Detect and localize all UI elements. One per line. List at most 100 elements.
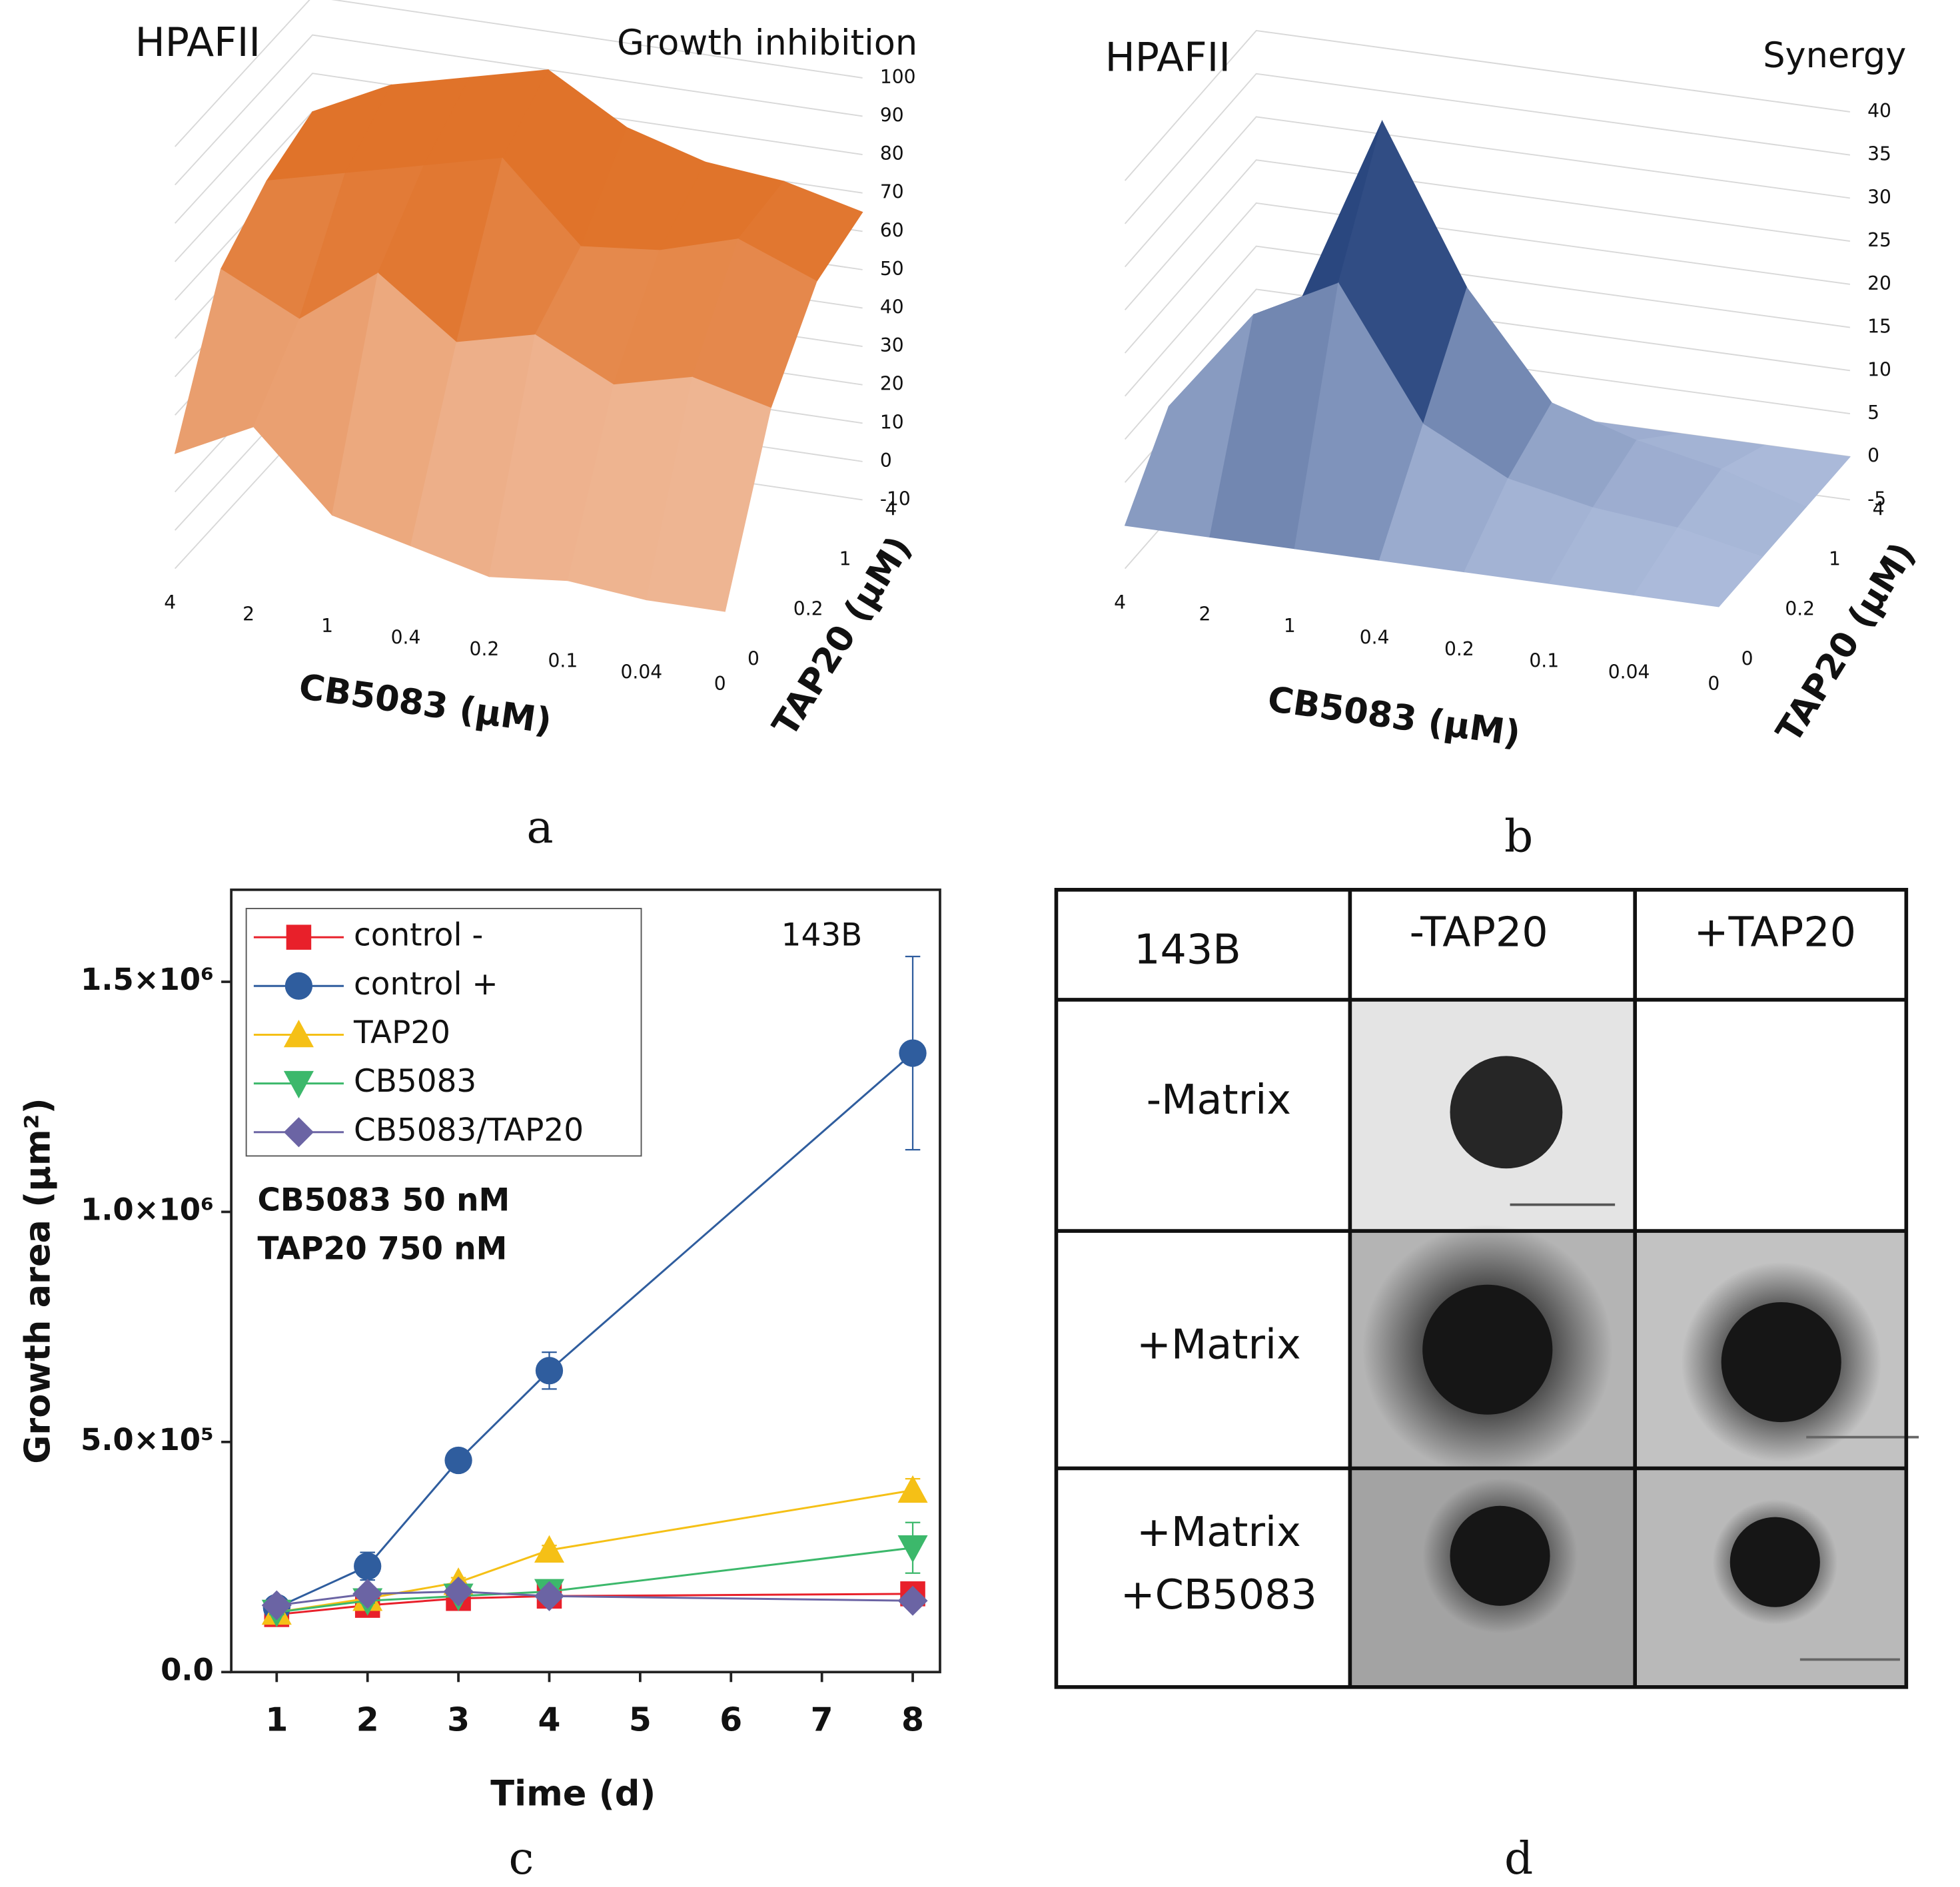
y-tick-label: 0: [1741, 648, 1753, 670]
marker: [283, 1117, 314, 1148]
z-tick-label: 15: [1867, 316, 1891, 338]
grid-line: [1124, 159, 1851, 310]
column-header: -TAP20: [1410, 908, 1548, 956]
z-tick-label: 30: [1867, 186, 1891, 208]
legend-label: CB5083: [354, 1063, 476, 1100]
x-tick-label: 1: [1284, 615, 1296, 637]
x-axis-label: Time (d): [490, 1774, 656, 1814]
z-tick-label: 0: [1867, 445, 1879, 467]
z-tick-label: 40: [1867, 100, 1891, 122]
x-tick-label: 2: [356, 1700, 379, 1738]
z-tick-label: 35: [1867, 143, 1891, 165]
legend-label: TAP20: [353, 1014, 450, 1051]
marker: [897, 1475, 928, 1503]
column-header: 143B: [1134, 926, 1241, 974]
y-axis-label: TAP20 (µM): [1768, 536, 1923, 750]
z-tick-label: 70: [880, 181, 904, 203]
x-tick-label: 2: [243, 603, 254, 625]
legend-label: control -: [354, 917, 483, 954]
x-tick-label: 0.04: [620, 661, 662, 683]
x-tick-label: 2: [1199, 603, 1211, 625]
y-tick-label: 1: [839, 548, 851, 570]
grid-line: [174, 0, 863, 147]
z-tick-label: 30: [880, 334, 904, 356]
z-tick-label: 0: [880, 450, 892, 472]
marker: [444, 1446, 472, 1475]
y-tick-label: 1.0×10⁶: [81, 1192, 214, 1227]
x-tick-label: 0.2: [1444, 638, 1474, 660]
legend-label: CB5083/TAP20: [354, 1112, 584, 1148]
z-tick-label: 10: [1867, 358, 1891, 380]
x-tick-label: 6: [720, 1700, 742, 1738]
legend-box: [245, 908, 642, 1157]
marker: [354, 1552, 382, 1581]
z-tick-label: 50: [880, 258, 904, 280]
x-tick-label: 0: [714, 673, 726, 695]
grid-line: [1124, 202, 1851, 354]
plot-frame: [230, 888, 941, 1674]
subtitle: Synergy: [1763, 35, 1906, 76]
y-tick-label: 5.0×10⁵: [81, 1422, 214, 1457]
row-label: +Matrix: [1137, 1321, 1301, 1369]
y-axis-label: Growth area (µm²): [18, 1098, 59, 1463]
spheroid: [1721, 1302, 1841, 1423]
x-tick-label: 0.2: [470, 638, 500, 660]
panel-label: a: [526, 801, 553, 853]
marker: [284, 972, 313, 1000]
row-label: +Matrix: [1137, 1508, 1301, 1556]
annotation: CB5083 50 nM: [258, 1182, 510, 1218]
x-tick-label: 0.4: [391, 626, 421, 648]
z-tick-label: 20: [1867, 272, 1891, 294]
surface-patch: [646, 376, 771, 612]
subtitle: Growth inhibition: [617, 23, 917, 63]
panel-label: b: [1504, 809, 1533, 862]
x-tick-label: 1: [321, 615, 333, 637]
x-axis-label: CB5083 (µM): [1265, 679, 1523, 755]
y-tick-label: 0.2: [1785, 598, 1815, 620]
grid-line: [1124, 245, 1851, 397]
marker: [899, 1039, 927, 1067]
column-header: +TAP20: [1694, 908, 1856, 956]
x-tick-label: 4: [538, 1700, 561, 1738]
y-tick-label: 0.2: [793, 598, 823, 620]
marker: [283, 1070, 314, 1099]
table-grid: [1054, 888, 1909, 1689]
grid-line: [1124, 288, 1851, 440]
spheroid: [1450, 1056, 1563, 1169]
marker: [534, 1535, 564, 1563]
y-tick-label: 4: [1873, 498, 1885, 520]
title: HPAFII: [135, 19, 260, 66]
z-tick-label: -10: [880, 488, 911, 510]
x-tick-label: 4: [1114, 591, 1126, 613]
y-tick-label: 0.0: [161, 1652, 214, 1687]
grid-line: [174, 73, 863, 224]
z-tick-label: 10: [880, 411, 904, 433]
x-tick-label: 0.04: [1608, 661, 1650, 683]
grid-line: [1124, 116, 1851, 268]
annotation: 143B: [781, 917, 863, 954]
grid-line: [1124, 73, 1851, 224]
x-tick-label: 0.1: [1529, 649, 1559, 671]
spheroid: [1422, 1284, 1553, 1415]
x-tick-label: 4: [164, 591, 176, 613]
z-tick-label: 25: [1867, 229, 1891, 251]
marker: [534, 1581, 564, 1611]
z-tick-label: 5: [1867, 402, 1879, 424]
marker: [535, 1357, 564, 1385]
row-label: +CB5083: [1121, 1571, 1317, 1619]
x-tick-label: 5: [629, 1700, 652, 1738]
table-border: [1054, 888, 1909, 1689]
x-tick-label: 3: [447, 1700, 470, 1738]
x-tick-label: 7: [811, 1700, 833, 1738]
row-label: -Matrix: [1147, 1076, 1291, 1124]
surface-patch: [1633, 527, 1763, 607]
micrographs: [1350, 999, 1919, 1687]
title: HPAFII: [1105, 35, 1230, 81]
y-tick-label: 1.5×10⁶: [81, 962, 214, 997]
z-tick-label: 40: [880, 296, 904, 318]
y-tick-label: 1: [1829, 548, 1841, 570]
y-tick-label: 4: [885, 498, 897, 520]
panel-label: d: [1504, 1832, 1533, 1884]
